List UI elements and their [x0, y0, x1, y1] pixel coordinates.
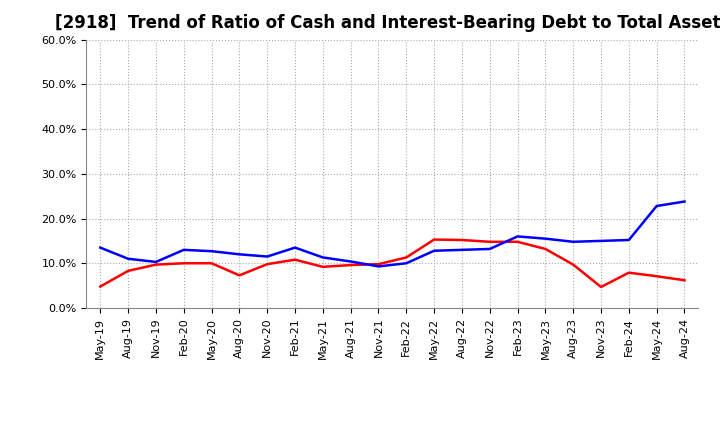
Cash — [458, 237, 467, 242]
Cash — [207, 260, 216, 266]
Cash — [569, 262, 577, 267]
Interest-Bearing Debt — [541, 236, 550, 241]
Cash — [541, 246, 550, 252]
Interest-Bearing Debt — [152, 259, 161, 264]
Cash — [680, 278, 689, 283]
Cash — [374, 261, 383, 267]
Interest-Bearing Debt — [513, 234, 522, 239]
Cash — [652, 274, 661, 279]
Interest-Bearing Debt — [652, 203, 661, 209]
Cash — [318, 264, 327, 269]
Interest-Bearing Debt — [430, 248, 438, 253]
Cash — [346, 262, 355, 268]
Interest-Bearing Debt — [291, 245, 300, 250]
Cash — [152, 262, 161, 267]
Interest-Bearing Debt — [597, 238, 606, 244]
Interest-Bearing Debt — [458, 247, 467, 253]
Interest-Bearing Debt — [318, 255, 327, 260]
Cash — [179, 260, 188, 266]
Cash — [597, 284, 606, 290]
Cash — [124, 268, 132, 274]
Cash — [96, 284, 104, 289]
Line: Cash: Cash — [100, 239, 685, 287]
Interest-Bearing Debt — [207, 249, 216, 254]
Interest-Bearing Debt — [263, 254, 271, 259]
Cash — [402, 255, 410, 260]
Cash — [624, 270, 633, 275]
Cash — [485, 239, 494, 245]
Cash — [235, 273, 243, 278]
Interest-Bearing Debt — [346, 259, 355, 264]
Interest-Bearing Debt — [374, 264, 383, 269]
Interest-Bearing Debt — [124, 256, 132, 261]
Title: [2918]  Trend of Ratio of Cash and Interest-Bearing Debt to Total Assets: [2918] Trend of Ratio of Cash and Intere… — [55, 15, 720, 33]
Interest-Bearing Debt — [569, 239, 577, 245]
Interest-Bearing Debt — [624, 237, 633, 242]
Cash — [263, 261, 271, 267]
Cash — [513, 239, 522, 245]
Line: Interest-Bearing Debt: Interest-Bearing Debt — [100, 202, 685, 266]
Interest-Bearing Debt — [96, 245, 104, 250]
Cash — [430, 237, 438, 242]
Interest-Bearing Debt — [680, 199, 689, 204]
Interest-Bearing Debt — [179, 247, 188, 253]
Interest-Bearing Debt — [485, 246, 494, 252]
Interest-Bearing Debt — [235, 252, 243, 257]
Cash — [291, 257, 300, 262]
Interest-Bearing Debt — [402, 260, 410, 266]
